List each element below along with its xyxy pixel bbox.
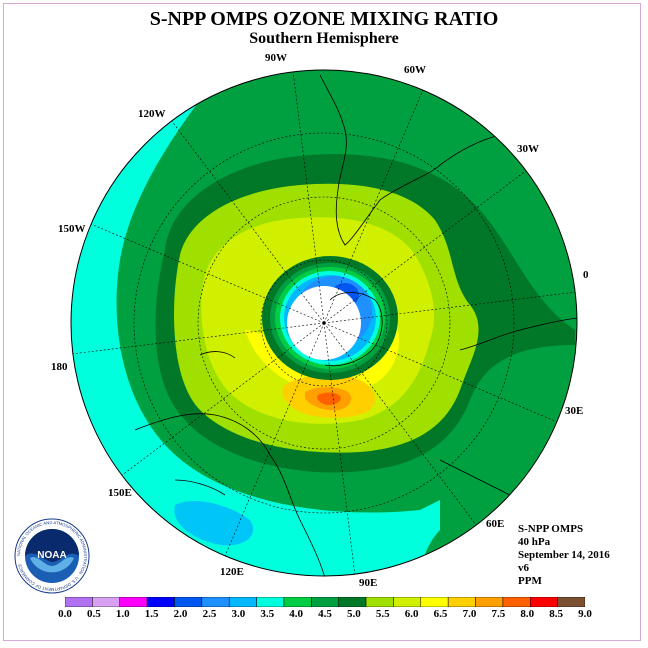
lon-label-30w: 30W xyxy=(517,143,539,155)
colorbar-label: 6.0 xyxy=(404,608,419,620)
lon-label-150w: 150W xyxy=(58,223,86,235)
colorbar-swatch xyxy=(338,597,367,607)
latitude-circles xyxy=(133,132,515,514)
lon-label-90w: 90W xyxy=(265,52,287,64)
colorbar-swatch xyxy=(146,597,175,607)
colorbar-label: 2.5 xyxy=(202,608,217,620)
lon-label-120w: 120W xyxy=(138,108,166,120)
lon-label-180: 180 xyxy=(51,361,68,373)
noaa-logo-text: NOAA xyxy=(37,550,66,561)
map-boundary xyxy=(70,69,578,577)
map-subtitle: Southern Hemisphere xyxy=(249,30,399,47)
colorbar-swatch xyxy=(447,597,476,607)
colorbar-label: 4.5 xyxy=(318,608,332,620)
colorbar-label: 1.0 xyxy=(115,608,130,620)
lon-label-30e: 30E xyxy=(565,405,584,417)
colorbar-label: 9.0 xyxy=(578,608,592,620)
colorbar-swatch xyxy=(420,597,449,607)
colorbar-label: 2.0 xyxy=(173,608,188,620)
info-version: v6 xyxy=(518,562,529,574)
colorbar-swatch xyxy=(92,597,120,607)
colorbar-label: 4.0 xyxy=(289,608,303,620)
info-instrument: S-NPP OMPS xyxy=(518,523,584,535)
colorbar-swatch xyxy=(311,597,339,607)
lon-label-120e: 120E xyxy=(220,566,244,578)
info-block: S-NPP OMPS 40 hPa September 14, 2016 v6 … xyxy=(518,523,610,588)
ozone-band-4.0 xyxy=(71,100,440,576)
colorbar-label: 5.0 xyxy=(347,608,361,620)
colorbar-swatch xyxy=(283,597,312,607)
info-units: PPM xyxy=(518,575,542,587)
colorbar-swatch xyxy=(201,597,230,607)
colorbar-label: 3.0 xyxy=(231,608,246,620)
page-frame xyxy=(3,3,641,641)
colorbar-label: 6.5 xyxy=(433,608,448,620)
colorbar-swatch xyxy=(557,597,585,607)
ozone-band-8.0 xyxy=(317,392,341,405)
lon-label-60w: 60W xyxy=(404,64,426,76)
colorbar-swatch xyxy=(119,597,148,607)
south-pole-marker xyxy=(322,321,326,325)
colorbar-swatch xyxy=(228,597,257,607)
lon-label-150e: 150E xyxy=(108,487,132,499)
colorbar xyxy=(65,597,585,607)
colorbar-swatch xyxy=(393,597,422,607)
map-title: S-NPP OMPS OZONE MIXING RATIO xyxy=(149,8,499,30)
colorbar-label: 3.5 xyxy=(260,608,275,620)
colorbar-label: 0.5 xyxy=(87,608,101,620)
australia-low-ozone-patch xyxy=(174,500,254,546)
lon-label-60e: 60E xyxy=(486,518,505,530)
lon-label-90e: 90E xyxy=(359,577,378,589)
colorbar-swatch xyxy=(530,597,558,607)
colorbar-label: 0.0 xyxy=(58,608,72,620)
info-level: 40 hPa xyxy=(518,536,551,548)
colorbar-label: 5.5 xyxy=(375,608,390,620)
colorbar-swatch xyxy=(365,597,394,607)
colorbar-swatch xyxy=(502,597,531,607)
lon-label-0: 0 xyxy=(583,269,589,281)
colorbar-label: 8.0 xyxy=(520,608,535,620)
colorbar-label: 1.5 xyxy=(144,608,159,620)
colorbar-swatch xyxy=(65,597,93,607)
colorbar-swatch xyxy=(475,597,504,607)
info-date: September 14, 2016 xyxy=(518,549,610,561)
colorbar-swatch xyxy=(256,597,285,607)
colorbar-label: 7.0 xyxy=(462,608,477,620)
colorbar-label: 7.5 xyxy=(491,608,506,620)
noaa-logo: NOAA NATIONAL OCEANIC AND ATMOSPHERIC AD… xyxy=(14,518,90,594)
colorbar-swatch xyxy=(174,597,203,607)
colorbar-label: 8.5 xyxy=(549,608,563,620)
